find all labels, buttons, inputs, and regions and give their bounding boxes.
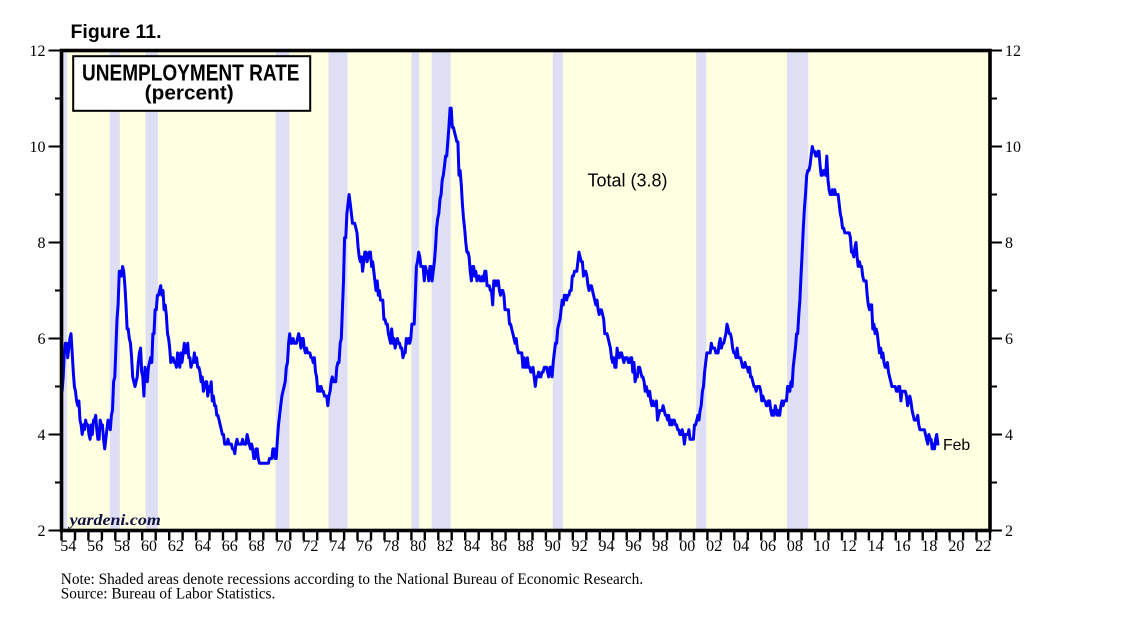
svg-text:Total (3.8): Total (3.8) [588, 171, 668, 191]
svg-text:12: 12 [1005, 43, 1021, 60]
svg-text:96: 96 [625, 538, 641, 555]
svg-text:4: 4 [38, 427, 46, 444]
svg-text:72: 72 [302, 538, 318, 555]
svg-text:Source: Bureau of Labor Statis: Source: Bureau of Labor Statistics. [61, 586, 276, 603]
svg-text:2: 2 [38, 523, 46, 540]
svg-text:12: 12 [841, 538, 857, 555]
svg-text:62: 62 [168, 538, 184, 555]
svg-text:12: 12 [30, 43, 46, 60]
svg-text:94: 94 [599, 538, 615, 555]
svg-text:00: 00 [679, 538, 695, 555]
svg-text:74: 74 [329, 538, 345, 555]
svg-text:22: 22 [975, 538, 991, 555]
svg-text:98: 98 [652, 538, 668, 555]
svg-text:10: 10 [1005, 139, 1021, 156]
svg-text:66: 66 [222, 538, 238, 555]
svg-text:Figure 11.: Figure 11. [71, 21, 162, 43]
svg-text:84: 84 [464, 538, 480, 555]
svg-text:4: 4 [1005, 427, 1013, 444]
svg-text:08: 08 [787, 538, 803, 555]
svg-text:64: 64 [195, 538, 211, 555]
svg-text:8: 8 [1005, 235, 1013, 252]
svg-text:82: 82 [437, 538, 453, 555]
svg-text:Note: Shaded areas denote rece: Note: Shaded areas denote recessions acc… [61, 571, 643, 588]
svg-text:04: 04 [733, 538, 749, 555]
svg-text:10: 10 [814, 538, 830, 555]
svg-text:yardeni.com: yardeni.com [67, 512, 160, 529]
svg-text:58: 58 [114, 538, 130, 555]
svg-text:56: 56 [87, 538, 103, 555]
svg-text:68: 68 [249, 538, 265, 555]
svg-text:76: 76 [356, 538, 372, 555]
svg-text:18: 18 [921, 538, 937, 555]
svg-text:(percent): (percent) [145, 83, 234, 105]
svg-text:8: 8 [38, 235, 46, 252]
svg-text:90: 90 [545, 538, 561, 555]
svg-text:86: 86 [491, 538, 507, 555]
svg-text:6: 6 [38, 331, 46, 348]
svg-text:60: 60 [141, 538, 157, 555]
svg-text:14: 14 [868, 538, 884, 555]
svg-text:Feb: Feb [943, 437, 970, 454]
svg-text:88: 88 [518, 538, 534, 555]
svg-text:70: 70 [276, 538, 292, 555]
svg-text:6: 6 [1005, 331, 1013, 348]
svg-text:02: 02 [706, 538, 722, 555]
svg-text:06: 06 [760, 538, 776, 555]
svg-text:16: 16 [895, 538, 911, 555]
svg-text:92: 92 [572, 538, 588, 555]
svg-text:10: 10 [30, 139, 46, 156]
svg-text:78: 78 [383, 538, 399, 555]
svg-text:80: 80 [410, 538, 426, 555]
svg-text:54: 54 [60, 538, 76, 555]
svg-text:20: 20 [948, 538, 964, 555]
svg-text:UNEMPLOYMENT RATE: UNEMPLOYMENT RATE [82, 60, 300, 86]
svg-text:2: 2 [1005, 523, 1013, 540]
